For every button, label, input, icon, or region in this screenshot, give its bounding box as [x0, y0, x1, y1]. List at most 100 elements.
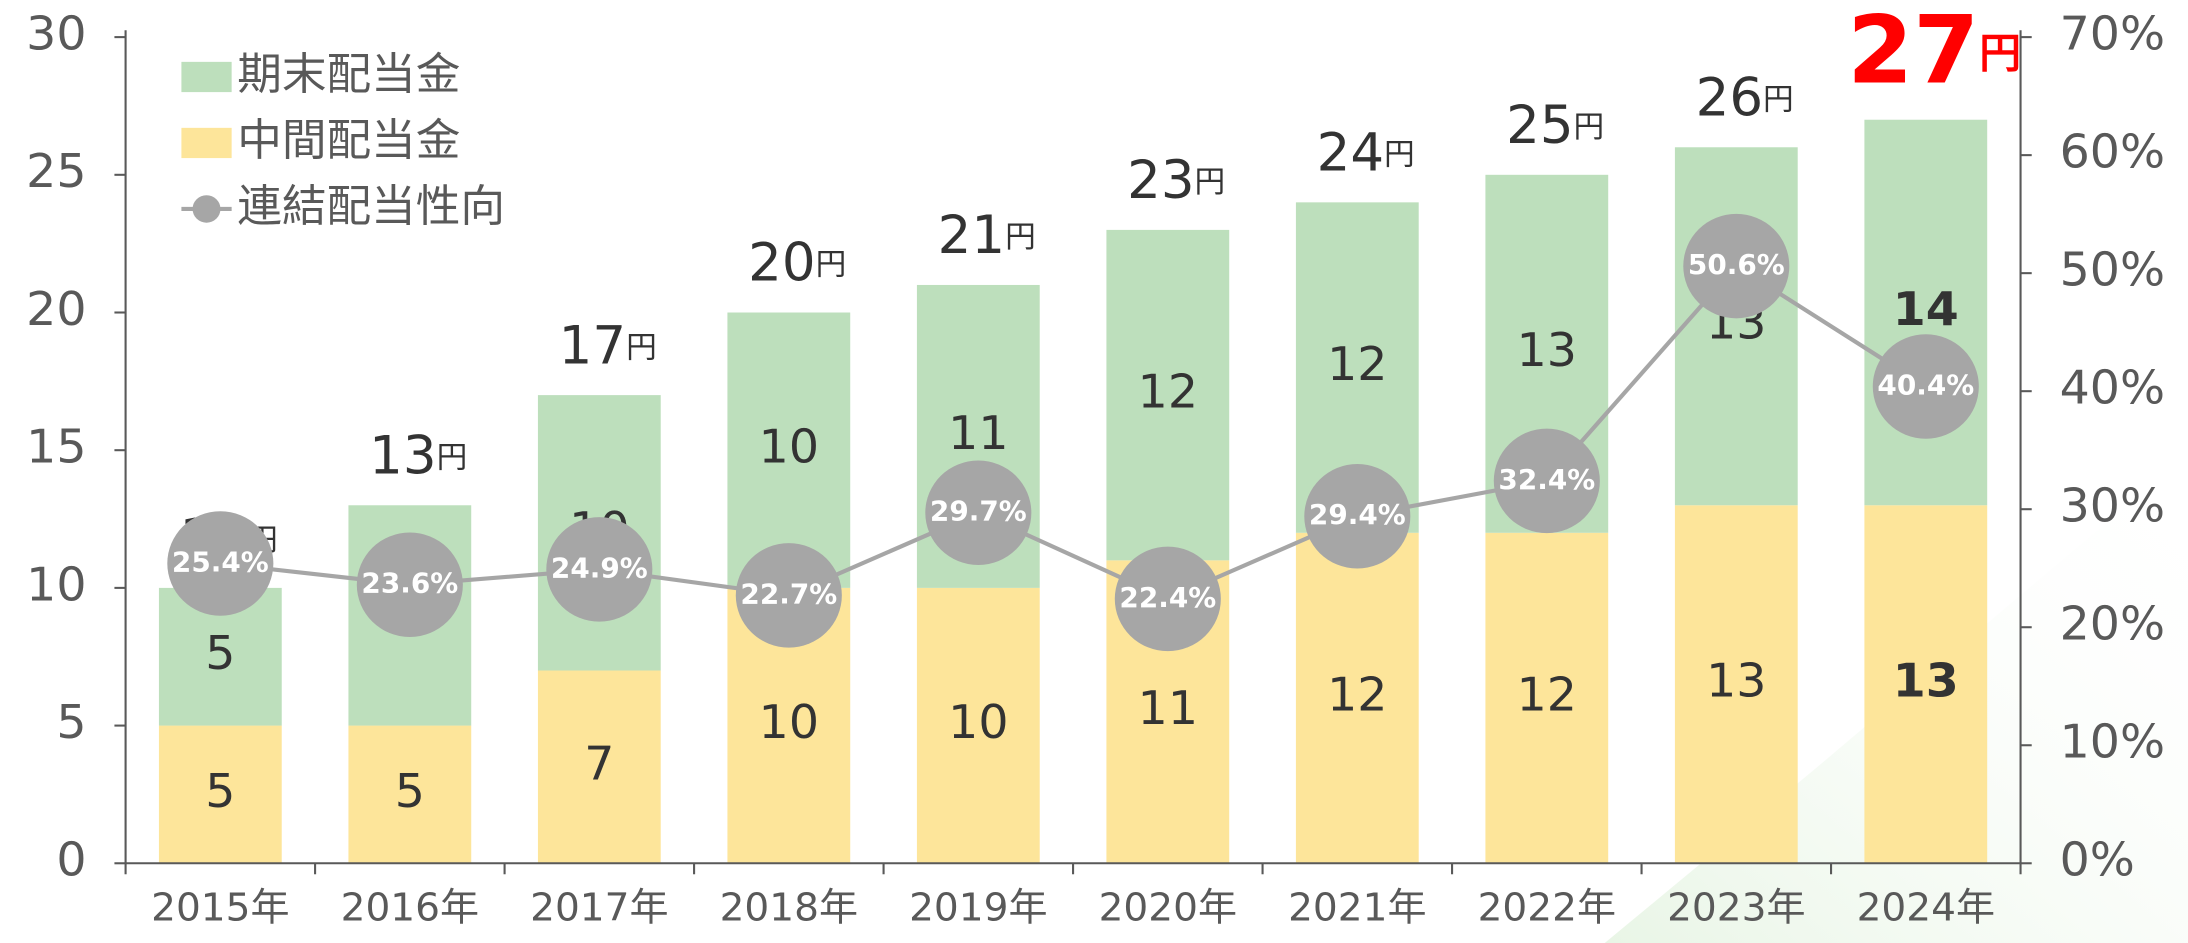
legend-swatch: [181, 127, 232, 159]
total-value: 23: [1127, 150, 1194, 211]
bar-value-label: 12: [1327, 668, 1387, 723]
bar-value-label: 10: [948, 695, 1008, 750]
bar-value-label: 13: [1893, 654, 1959, 709]
line-value-label: 29.4%: [1309, 498, 1406, 531]
line-marker: [546, 517, 653, 622]
bar-value-label: 10: [759, 695, 819, 750]
line-marker: [1683, 213, 1790, 319]
line-value-label: 25.4%: [172, 546, 269, 579]
total-value: 26: [1696, 67, 1763, 128]
y2-tick-label: 40%: [2060, 361, 2165, 416]
total-unit: 円: [1005, 220, 1036, 255]
line-marker: [1304, 464, 1411, 569]
total-unit: 円: [816, 247, 847, 282]
bar-segment: [348, 725, 472, 864]
x-tick-label: 2019年: [909, 886, 1047, 931]
bar-segment: [1106, 229, 1230, 561]
total-value: 13: [369, 425, 436, 486]
legend-label: 中間配当金: [237, 115, 460, 166]
y2-tick-label: 60%: [2060, 125, 2165, 180]
y2-tick-label: 20%: [2060, 597, 2165, 652]
total-label: 26円: [1696, 67, 1794, 128]
legend-swatch: [181, 61, 232, 93]
x-tick-label: 2017年: [530, 886, 668, 931]
total-value: 24: [1317, 123, 1384, 184]
total-label: 24円: [1317, 123, 1415, 184]
total-label: 17円: [559, 315, 657, 376]
x-tick-label: 2020年: [1099, 886, 1237, 931]
total-value: 27: [1847, 0, 1979, 105]
y-tick-label: 15: [26, 420, 86, 475]
total-unit: 円: [1195, 165, 1226, 200]
total-label: 13円: [369, 425, 467, 486]
bar-segment: [1864, 505, 1988, 864]
legend-label: 期末配当金: [237, 49, 460, 100]
bar-value-label: 7: [584, 737, 614, 792]
y-tick-label: 20: [26, 282, 86, 337]
total-value: 25: [1506, 95, 1573, 156]
x-tick-label: 2023年: [1667, 886, 1805, 931]
line-value-label: 32.4%: [1498, 463, 1595, 496]
total-label: 25円: [1506, 95, 1604, 156]
total-label: 21円: [938, 205, 1036, 266]
y-tick-label: 10: [26, 558, 86, 613]
x-tick-label: 2015年: [151, 886, 289, 931]
line-value-label: 24.9%: [551, 552, 648, 585]
total-value: 20: [748, 233, 815, 294]
bar-segment: [1485, 532, 1609, 864]
bar-value-label: 13: [1517, 324, 1577, 379]
total-value: 21: [938, 205, 1005, 266]
bar-segment: [158, 725, 282, 864]
y2-tick-label: 30%: [2060, 479, 2165, 534]
y2-tick-label: 70%: [2060, 7, 2165, 62]
bar-value-label: 14: [1893, 282, 1959, 337]
total-unit: 円: [1979, 29, 2021, 78]
line-value-label: 22.7%: [740, 577, 837, 610]
line-marker: [356, 532, 463, 637]
bar-segment: [1295, 532, 1419, 864]
x-tick-label: 2016年: [341, 886, 479, 931]
y2-tick-label: 10%: [2060, 715, 2165, 770]
line-marker: [167, 511, 274, 616]
bar-segment: [1864, 119, 1988, 506]
bar-segment: [727, 312, 851, 588]
line: [220, 263, 1927, 602]
bar-value-label: 13: [1706, 654, 1766, 709]
line-marker: [1872, 334, 1979, 439]
total-label: 27円: [1847, 0, 2021, 105]
bar-segment: [1674, 505, 1798, 864]
line-marker: [1493, 428, 1600, 534]
total-unit: 円: [1763, 82, 1794, 117]
line-value-label: 40.4%: [1877, 369, 1974, 402]
bar-segment: [537, 670, 661, 864]
legend-label: 連結配当性向: [237, 181, 505, 232]
bar-value-label: 5: [395, 764, 425, 819]
total-unit: 円: [437, 440, 468, 475]
line-marker: [925, 460, 1032, 565]
line-marker: [1114, 546, 1221, 652]
bar-value-label: 5: [205, 764, 235, 819]
line-value-label: 22.4%: [1119, 581, 1216, 614]
y-tick-label: 5: [56, 695, 86, 750]
bar-segment: [1674, 147, 1798, 506]
total-unit: 円: [1574, 110, 1605, 145]
y-tick-label: 30: [26, 7, 86, 62]
total-unit: 円: [1384, 137, 1415, 172]
x-tick-label: 2024年: [1857, 886, 1995, 931]
y2-tick-label: 50%: [2060, 243, 2165, 298]
bar-segment: [916, 587, 1040, 864]
y-tick-label: 0: [56, 833, 86, 888]
x-tick-label: 2021年: [1288, 886, 1426, 931]
total-label: 20円: [748, 233, 846, 294]
line-value-label: 23.6%: [361, 567, 458, 600]
bar-value-label: 10: [759, 420, 819, 475]
legend-marker: [192, 195, 221, 223]
y2-tick-label: 0%: [2060, 833, 2135, 888]
bar-value-label: 12: [1517, 668, 1577, 723]
line-marker: [735, 543, 842, 648]
bar-value-label: 12: [1138, 365, 1198, 420]
background-decoration: [1604, 453, 2188, 943]
bar-value-label: 12: [1327, 337, 1387, 392]
x-tick-label: 2018年: [720, 886, 858, 931]
